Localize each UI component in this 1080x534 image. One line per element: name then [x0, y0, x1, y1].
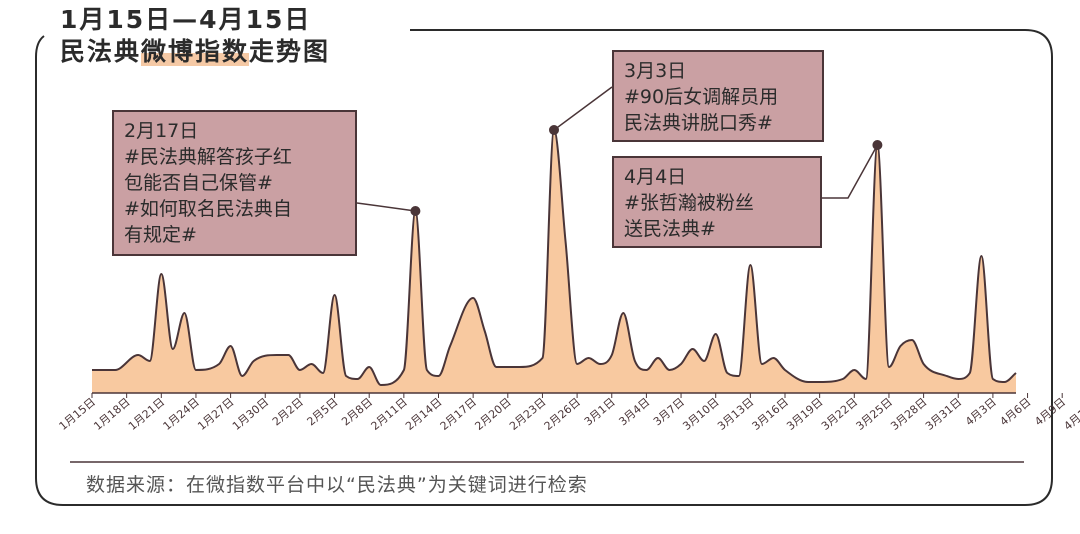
chart-title-pre: 民法典	[60, 37, 142, 66]
annotation-box-feb17: 2月17日 #民法典解答孩子红 包能否自己保管# #如何取名民法典自 有规定#	[112, 110, 357, 256]
x-tick-label: 1月15日	[57, 395, 98, 433]
index-area-fill	[92, 130, 1016, 393]
annotation-leader-line	[553, 86, 613, 131]
chart-title: 民法典微博指数走势图	[60, 32, 330, 68]
x-tick-label: 1月24日	[161, 395, 202, 433]
x-tick-label: 2月5日	[305, 395, 341, 428]
annotation-leader-line	[356, 202, 416, 212]
x-tick-label: 2月23日	[507, 395, 548, 433]
x-tick-label: 1月18日	[91, 395, 132, 433]
x-tick-label: 4月6日	[997, 395, 1033, 428]
x-tick-label: 3月28日	[888, 395, 929, 433]
annotation-text-line: 3月3日	[624, 60, 687, 82]
x-tick-label: 3月31日	[923, 395, 964, 433]
x-tick-label: 1月27日	[195, 395, 236, 433]
annotation-text-line: #张哲瀚被粉丝	[624, 192, 754, 214]
annotation-text-line: #90后女调解员用	[624, 86, 779, 108]
chart-title-highlight: 微博指数	[141, 37, 250, 66]
x-tick-label: 2月11日	[369, 395, 410, 433]
annotation-text-line: 包能否自己保管#	[124, 172, 273, 194]
x-tick-label: 2月26日	[542, 395, 583, 433]
annotation-text-line: 2月17日	[124, 120, 199, 142]
x-tick-label: 2月17日	[438, 395, 479, 433]
x-tick-label: 3月4日	[616, 395, 652, 428]
x-tick-label: 3月22日	[819, 395, 860, 433]
annotation-leader-line	[822, 144, 879, 199]
x-tick-label: 1月21日	[126, 395, 167, 433]
x-tick-label: 3月25日	[854, 395, 895, 433]
annotation-text-line: 民法典讲脱口秀#	[624, 112, 773, 134]
x-tick-label: 3月13日	[715, 395, 756, 433]
x-tick-label: 3月10日	[680, 395, 721, 433]
peak-marker	[549, 125, 559, 135]
x-tick-label: 3月1日	[582, 395, 618, 428]
chart-title-date-range: 1月15日—4月15日	[60, 5, 312, 34]
x-tick-label: 4月3日	[963, 395, 999, 428]
chart-title-post: 走势图	[249, 37, 331, 66]
peak-marker	[872, 140, 883, 150]
peak-marker	[410, 206, 421, 216]
annotation-text-line: #民法典解答孩子红	[124, 146, 292, 168]
annotation-links	[356, 86, 883, 216]
x-tick-label: 1月30日	[230, 395, 271, 433]
annotation-text-line: 4月4日	[624, 166, 687, 188]
x-tick-label: 3月16日	[750, 395, 791, 433]
x-tick-label: 2月2日	[270, 395, 306, 428]
x-tick-label: 2月14日	[403, 395, 444, 433]
annotation-text-line: #如何取名民法典自	[124, 198, 292, 220]
annotation-text-line: 有规定#	[124, 224, 197, 246]
annotation-box-apr4: 4月4日 #张哲瀚被粉丝 送民法典#	[612, 156, 822, 248]
data-source-note: 数据来源：在微指数平台中以“民法典”为关键词进行检索	[86, 474, 588, 496]
annotation-box-mar3: 3月3日 #90后女调解员用 民法典讲脱口秀#	[612, 50, 824, 142]
x-tick-label: 3月19日	[784, 395, 825, 433]
annotation-text-line: 送民法典#	[624, 218, 716, 240]
x-tick-label: 2月20日	[472, 395, 513, 433]
chart-frame	[35, 29, 1053, 506]
